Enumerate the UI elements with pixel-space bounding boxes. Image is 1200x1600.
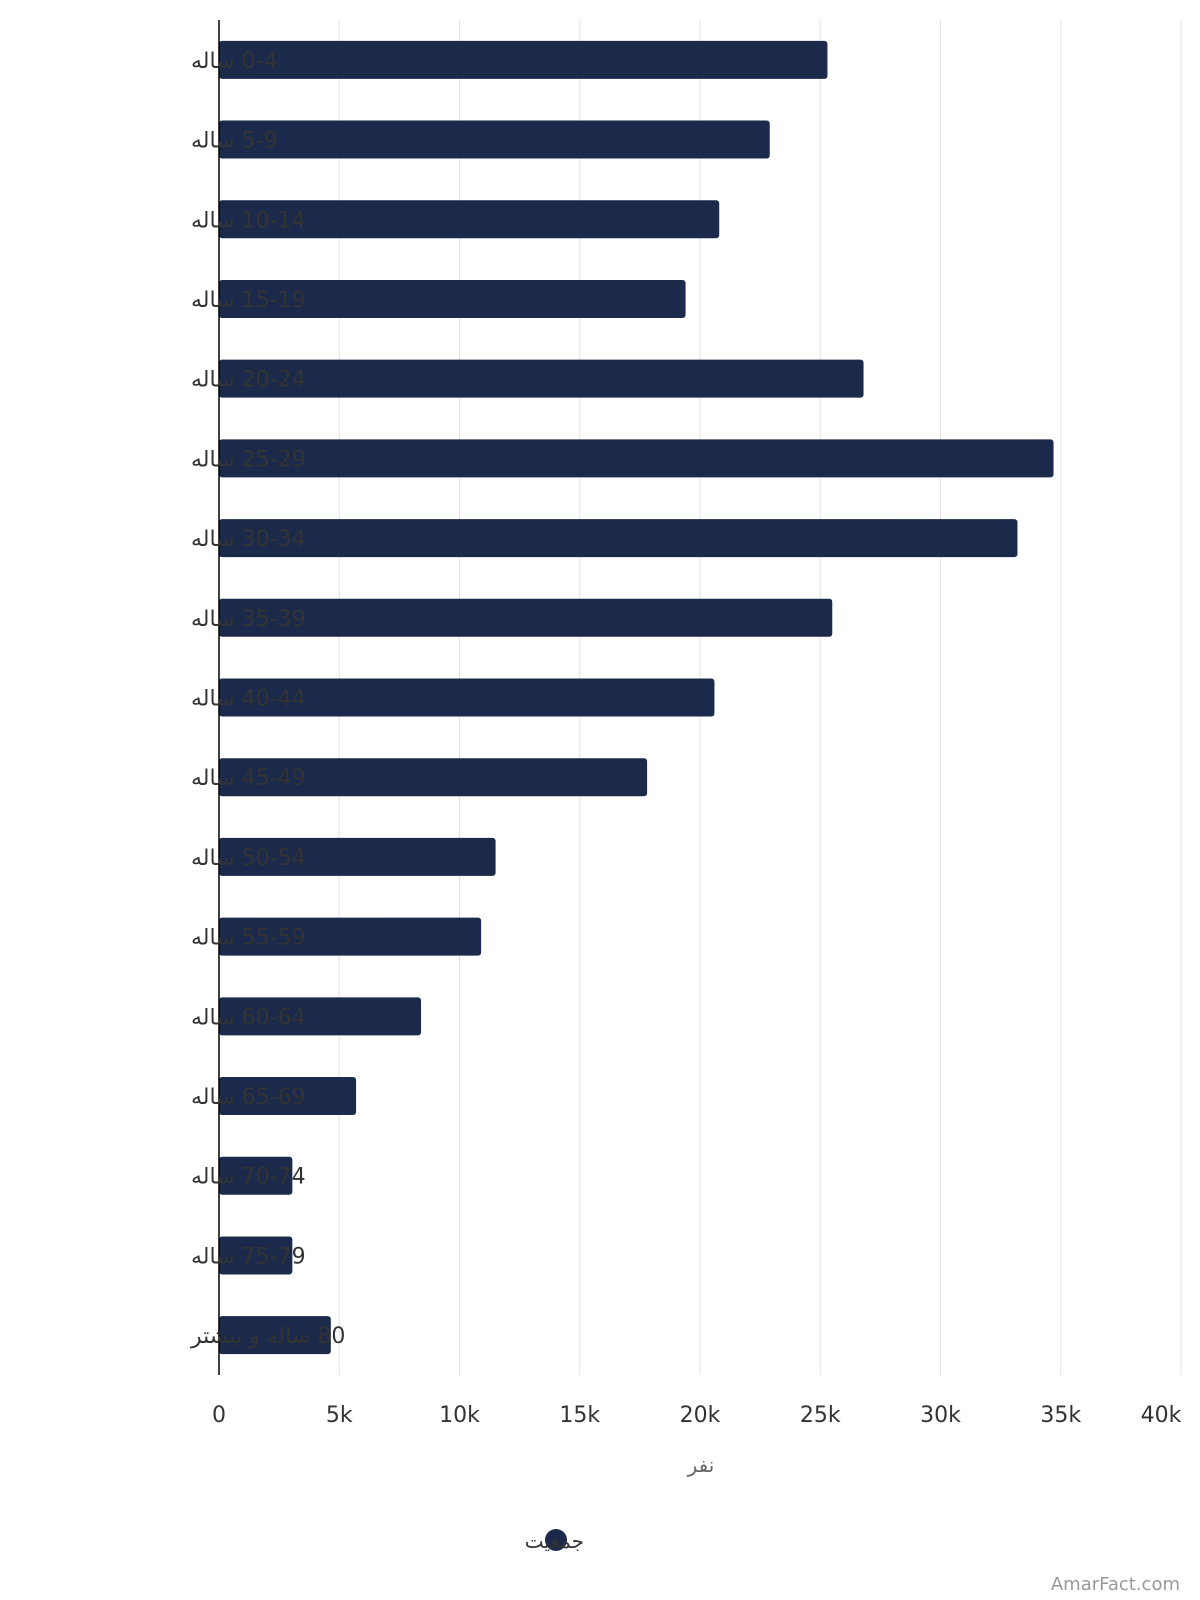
category-label: 75-79 ساله xyxy=(191,1244,306,1269)
bar[interactable] xyxy=(219,439,1054,478)
category-label: 70-74 ساله xyxy=(191,1165,306,1190)
x-tick-labels: 0 5k 10k 15k 20k 25k 30k 35k 40k xyxy=(212,1403,1182,1428)
legend-label: جمعیت xyxy=(525,1529,584,1553)
x-tick-label: 30k xyxy=(920,1403,961,1428)
category-label: 25-29 ساله xyxy=(191,447,306,472)
bar[interactable] xyxy=(219,40,828,79)
x-tick-label: 40k xyxy=(1141,1403,1182,1428)
bar[interactable] xyxy=(219,120,770,159)
x-tick-label: 10k xyxy=(439,1403,480,1428)
category-label: 20-24 ساله xyxy=(191,368,306,393)
category-label: 10-14 ساله xyxy=(191,208,306,233)
bar[interactable] xyxy=(219,359,864,398)
category-label: 5-9 ساله xyxy=(191,129,278,154)
bar[interactable] xyxy=(219,1156,293,1195)
watermark: AmarFact.com xyxy=(1051,1574,1180,1595)
category-label: 65-69 ساله xyxy=(191,1085,306,1110)
x-tick-label: 5k xyxy=(326,1403,353,1428)
bar[interactable] xyxy=(219,1236,293,1275)
bar[interactable] xyxy=(219,200,720,239)
bars xyxy=(219,40,1054,1355)
category-label: 40-44 ساله xyxy=(191,687,306,712)
category-label: 60-64 ساله xyxy=(191,1005,306,1030)
category-labels: 0-4 ساله 5-9 ساله 10-14 ساله 15-19 ساله 20-2… xyxy=(190,49,345,1349)
x-tick-label: 15k xyxy=(559,1403,600,1428)
category-label: 35-39 ساله xyxy=(191,607,306,632)
bar[interactable] xyxy=(219,997,422,1036)
bar[interactable] xyxy=(219,279,686,318)
bar[interactable] xyxy=(219,1316,331,1355)
bar[interactable] xyxy=(219,678,715,717)
bar[interactable] xyxy=(219,758,648,797)
category-label: 0-4 ساله xyxy=(191,49,278,74)
category-label: 55-59 ساله xyxy=(191,926,306,951)
category-label: 15-19 ساله xyxy=(191,288,306,313)
legend-marker xyxy=(545,1529,567,1551)
bar[interactable] xyxy=(219,598,833,637)
x-axis-title: نفر xyxy=(687,1453,715,1477)
legend[interactable]: جمعیت xyxy=(525,1529,584,1553)
category-label: 50-54 ساله xyxy=(191,846,306,871)
bar[interactable] xyxy=(219,837,496,876)
category-label: 45-49 ساله xyxy=(191,766,306,791)
bar[interactable] xyxy=(219,1077,357,1116)
bar[interactable] xyxy=(219,519,1018,558)
x-tick-label: 20k xyxy=(680,1403,721,1428)
x-tick-label: 25k xyxy=(800,1403,841,1428)
x-tick-label: 0 xyxy=(212,1403,226,1428)
x-tick-label: 35k xyxy=(1040,1403,1081,1428)
bar[interactable] xyxy=(219,917,482,956)
category-label: 30-34 ساله xyxy=(191,527,306,552)
category-label: 80 ساله و بیشتر xyxy=(190,1324,345,1349)
